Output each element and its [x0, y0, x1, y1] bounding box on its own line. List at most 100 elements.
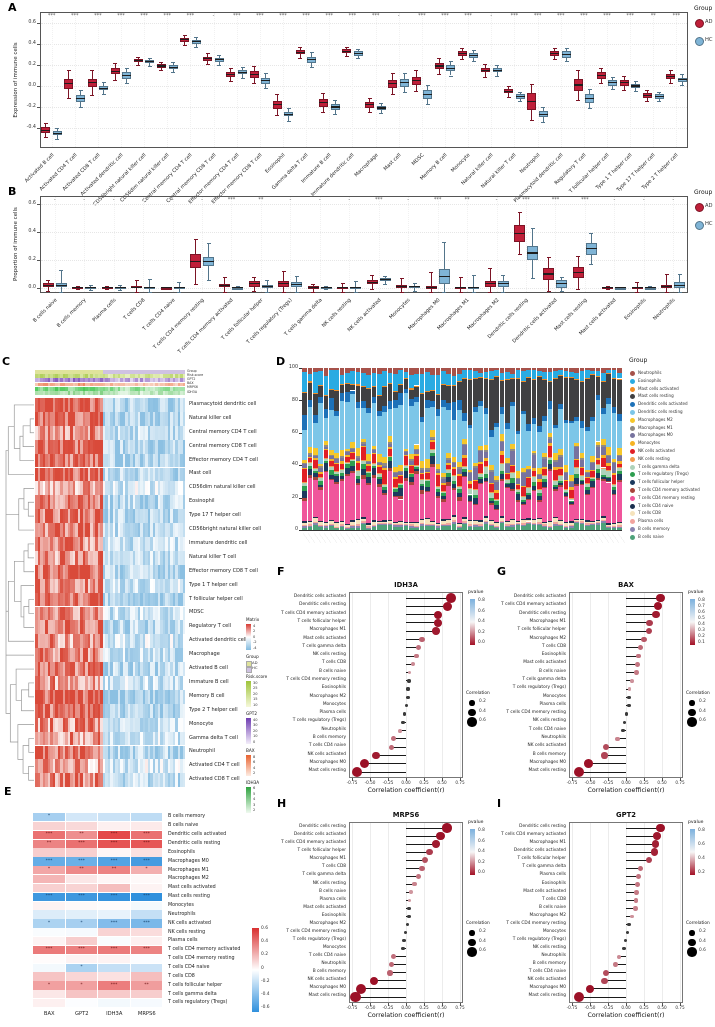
bar-segment: [584, 476, 590, 479]
bar-segment: [552, 484, 558, 487]
annotation-cell: [165, 386, 168, 391]
heatmap-cell: [147, 398, 151, 412]
heatmap-cell: [75, 411, 78, 426]
bar-segment: [350, 527, 355, 530]
heatmap-cell: [137, 620, 141, 635]
bar-segment: [462, 465, 467, 467]
bar-segment: [526, 376, 531, 378]
heatmap-cell: [155, 537, 158, 551]
annotation-cell: [105, 382, 108, 387]
bar-segment: [574, 473, 579, 478]
bar-segment: [536, 370, 542, 377]
bar-segment: [467, 469, 473, 473]
heatmap-cell: [115, 717, 118, 732]
bar-segment: [472, 488, 478, 490]
bar-segment: [611, 495, 617, 524]
x-gridline: [398, 13, 400, 147]
heatmap-cell: [182, 481, 186, 496]
bar-segment: [302, 462, 307, 465]
annotation-cell: [62, 374, 66, 378]
lollipop-dot: [622, 720, 627, 724]
row-label: Mast cells activated: [168, 885, 216, 891]
annotation-cell: [35, 386, 38, 391]
legend-tick-label: 0.4: [698, 856, 705, 861]
lollipop-stem: [626, 597, 661, 599]
bar-segment: [419, 460, 425, 468]
heatmap-cell: [142, 578, 146, 593]
heatmap-cell: [165, 453, 168, 468]
legend-size-dot: [468, 938, 476, 947]
heatmap-cell: [162, 731, 166, 746]
category-label: B cells naive: [318, 668, 346, 674]
heatmap-cell: [37, 745, 41, 760]
bar-segment: [531, 482, 537, 486]
bar-segment: [584, 483, 590, 488]
category-label: T cells CD4 naive: [308, 743, 346, 749]
heatmap-cell: [35, 537, 38, 551]
heatmap-cell: [122, 439, 126, 454]
whisker-cap: [437, 57, 442, 59]
heatmap-cell: [80, 703, 83, 718]
heatmap-cell: [152, 634, 156, 649]
bar-segment: [510, 443, 515, 450]
category-label: Monocytes: [322, 701, 346, 707]
bar-segment: [520, 519, 526, 520]
heatmap-cell: [60, 453, 63, 468]
annotation-cell: [170, 382, 173, 387]
legend-tick-label: 0.4: [478, 849, 485, 854]
heatmap-cell: [130, 398, 133, 412]
heatmap-cell: [107, 703, 111, 718]
heatmap-cell: [110, 773, 113, 788]
heatmap-cell: [142, 550, 146, 565]
bar-segment: [584, 370, 590, 378]
annotation-cell: [147, 391, 151, 395]
bar-segment: [494, 525, 499, 527]
bar-segment: [526, 465, 531, 469]
legend-title: IDH3A: [246, 779, 260, 785]
bar-segment: [542, 420, 547, 453]
whisker-cap: [240, 67, 245, 69]
heatmap-cell: [85, 759, 88, 774]
heatmap-cell: [145, 398, 148, 412]
x-tick-label: -0.25: [382, 780, 394, 785]
whisker-cap: [414, 91, 419, 93]
whisker-cap: [648, 286, 653, 288]
annotation-cell: [115, 370, 118, 374]
whisker-cap: [402, 73, 407, 75]
whisker-cap: [483, 76, 488, 78]
annotation-cell: [125, 374, 128, 378]
heatmap-cell: [152, 648, 156, 663]
annotation-cell: [75, 391, 78, 395]
heatmap-cell: [87, 592, 91, 607]
heatmap-cell: [172, 398, 176, 412]
whisker-cap: [518, 92, 523, 94]
bar-segment: [323, 440, 329, 445]
heatmap-cell: [107, 453, 111, 468]
bar-segment: [488, 523, 494, 525]
heatmap-cell: [42, 523, 46, 537]
bar-segment: [435, 497, 441, 523]
heatmap-cell: [137, 467, 141, 482]
heatmap-cell: [130, 592, 133, 607]
annotation-cell: [72, 382, 76, 387]
legend-title: Correlation: [686, 691, 710, 696]
median-line: [492, 69, 502, 71]
heatmap-cell: [130, 745, 133, 760]
bar-segment: [611, 475, 617, 484]
median-line: [615, 287, 627, 289]
bar-segment: [611, 483, 617, 485]
lollipop-dot: [422, 857, 429, 864]
category-label: Macrophages M0: [529, 985, 566, 991]
bar-segment: [579, 458, 585, 460]
column-label: GPT2: [74, 1010, 89, 1017]
category-label: Dendritic cells resting: [299, 824, 346, 830]
whisker: [149, 279, 151, 292]
legend-label: Macrophages M0: [638, 432, 673, 438]
bar-segment: [376, 525, 382, 530]
heatmap-cell: [105, 453, 108, 468]
legend-label-AD: AD: [705, 19, 713, 25]
heatmap-cell: [80, 495, 83, 510]
annotation-cell: [110, 370, 113, 374]
heatmap-cell: [132, 745, 136, 760]
bar-segment: [595, 376, 601, 395]
